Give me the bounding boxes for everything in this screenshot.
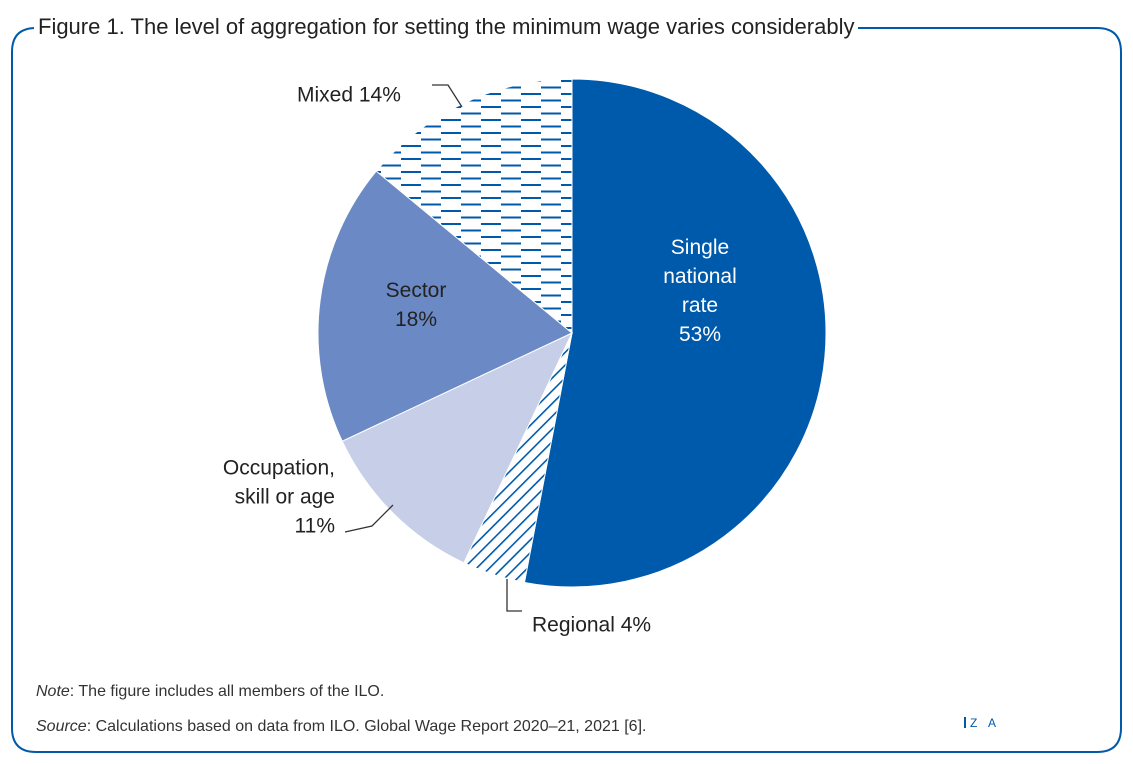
leader-line-occupation-skill-or-age	[344, 504, 394, 533]
pie-slice-mixed	[375, 78, 573, 335]
leader-line-regional	[506, 579, 522, 612]
slice-label-sector-line-1: Sector	[386, 279, 447, 302]
pie-slice-single-national-rate	[523, 78, 827, 588]
pie-slice-occupation-skill-or-age	[341, 331, 574, 564]
slice-label-single-national-rate-line-1: Single	[671, 236, 729, 259]
leader-line-mixed	[432, 84, 463, 108]
slice-label-regional-line-1: Regional 4%	[532, 613, 651, 636]
slice-label-single-national-rate-line-4: 53%	[679, 323, 721, 346]
slice-label-mixed-line-1: Mixed 14%	[297, 83, 401, 106]
note-label: Note	[36, 683, 70, 700]
source-text: : Calculations based on data from ILO. G…	[86, 718, 647, 735]
iza-logo: Z A	[964, 716, 1000, 730]
iza-logo-bar	[964, 717, 966, 728]
source-label: Source	[36, 718, 87, 735]
iza-logo-text: Z A	[970, 716, 1001, 730]
slice-label-occupation-skill-or-age-line-1: Occupation,	[223, 456, 335, 479]
slice-label-single-national-rate-line-2: national	[663, 265, 737, 288]
slice-label-sector-line-2: 18%	[395, 308, 437, 331]
slice-label-occupation-skill-or-age-line-2: skill or age	[235, 485, 335, 508]
pie-slice-sector	[317, 170, 573, 442]
note-text: : The figure includes all members of the…	[69, 683, 385, 700]
figure-note: Note: The figure includes all members of…	[36, 683, 384, 701]
figure-title: Figure 1. The level of aggregation for s…	[34, 14, 859, 40]
slice-label-occupation-skill-or-age-line-3: 11%	[295, 514, 335, 537]
figure-source: Source: Calculations based on data from …	[36, 718, 646, 736]
slice-label-single-national-rate-line-3: rate	[682, 294, 718, 317]
